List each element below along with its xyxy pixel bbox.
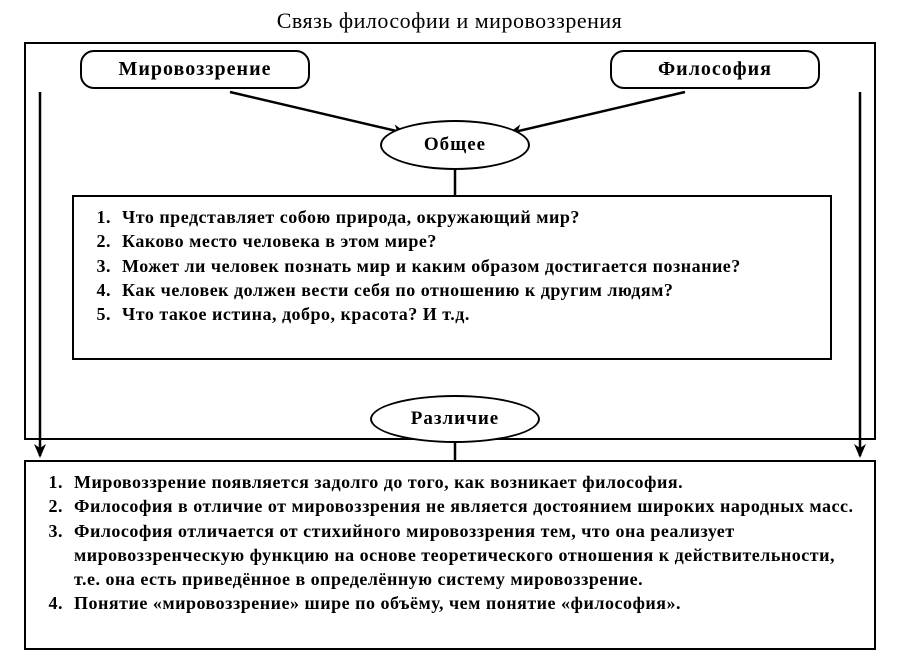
node-philosophy: Философия bbox=[610, 50, 820, 89]
diff-item: Философия отличается от стихийного миров… bbox=[68, 519, 860, 592]
node-worldview-label: Мировоззрение bbox=[119, 58, 272, 80]
common-item: Может ли человек познать мир и каким обр… bbox=[116, 254, 816, 278]
diff-item: Понятие «мировоззрение» шире по объёму, … bbox=[68, 591, 860, 615]
common-box: Что представляет собою природа, окружающ… bbox=[72, 195, 832, 360]
diff-list: Мировоззрение появляется задолго до того… bbox=[40, 470, 860, 616]
page-title: Связь философии и мировоззрения bbox=[0, 8, 899, 34]
node-diff-label: Различие bbox=[411, 408, 499, 430]
node-common: Общее bbox=[380, 120, 530, 170]
node-philosophy-label: Философия bbox=[658, 58, 772, 80]
diagram-root: Связь философии и мировоззрения Мировозз… bbox=[0, 0, 899, 656]
node-diff: Различие bbox=[370, 395, 540, 443]
diff-box: Мировоззрение появляется задолго до того… bbox=[24, 460, 876, 650]
common-item: Что представляет собою природа, окружающ… bbox=[116, 205, 816, 229]
node-common-label: Общее bbox=[424, 134, 486, 156]
common-list: Что представляет собою природа, окружающ… bbox=[88, 205, 816, 326]
common-item: Как человек должен вести себя по отношен… bbox=[116, 278, 816, 302]
diff-item: Философия в отличие от мировоззрения не … bbox=[68, 494, 860, 518]
common-item: Каково место человека в этом мире? bbox=[116, 229, 816, 253]
common-item: Что такое истина, добро, красота? И т.д. bbox=[116, 302, 816, 326]
diff-item: Мировоззрение появляется задолго до того… bbox=[68, 470, 860, 494]
node-worldview: Мировоззрение bbox=[80, 50, 310, 89]
